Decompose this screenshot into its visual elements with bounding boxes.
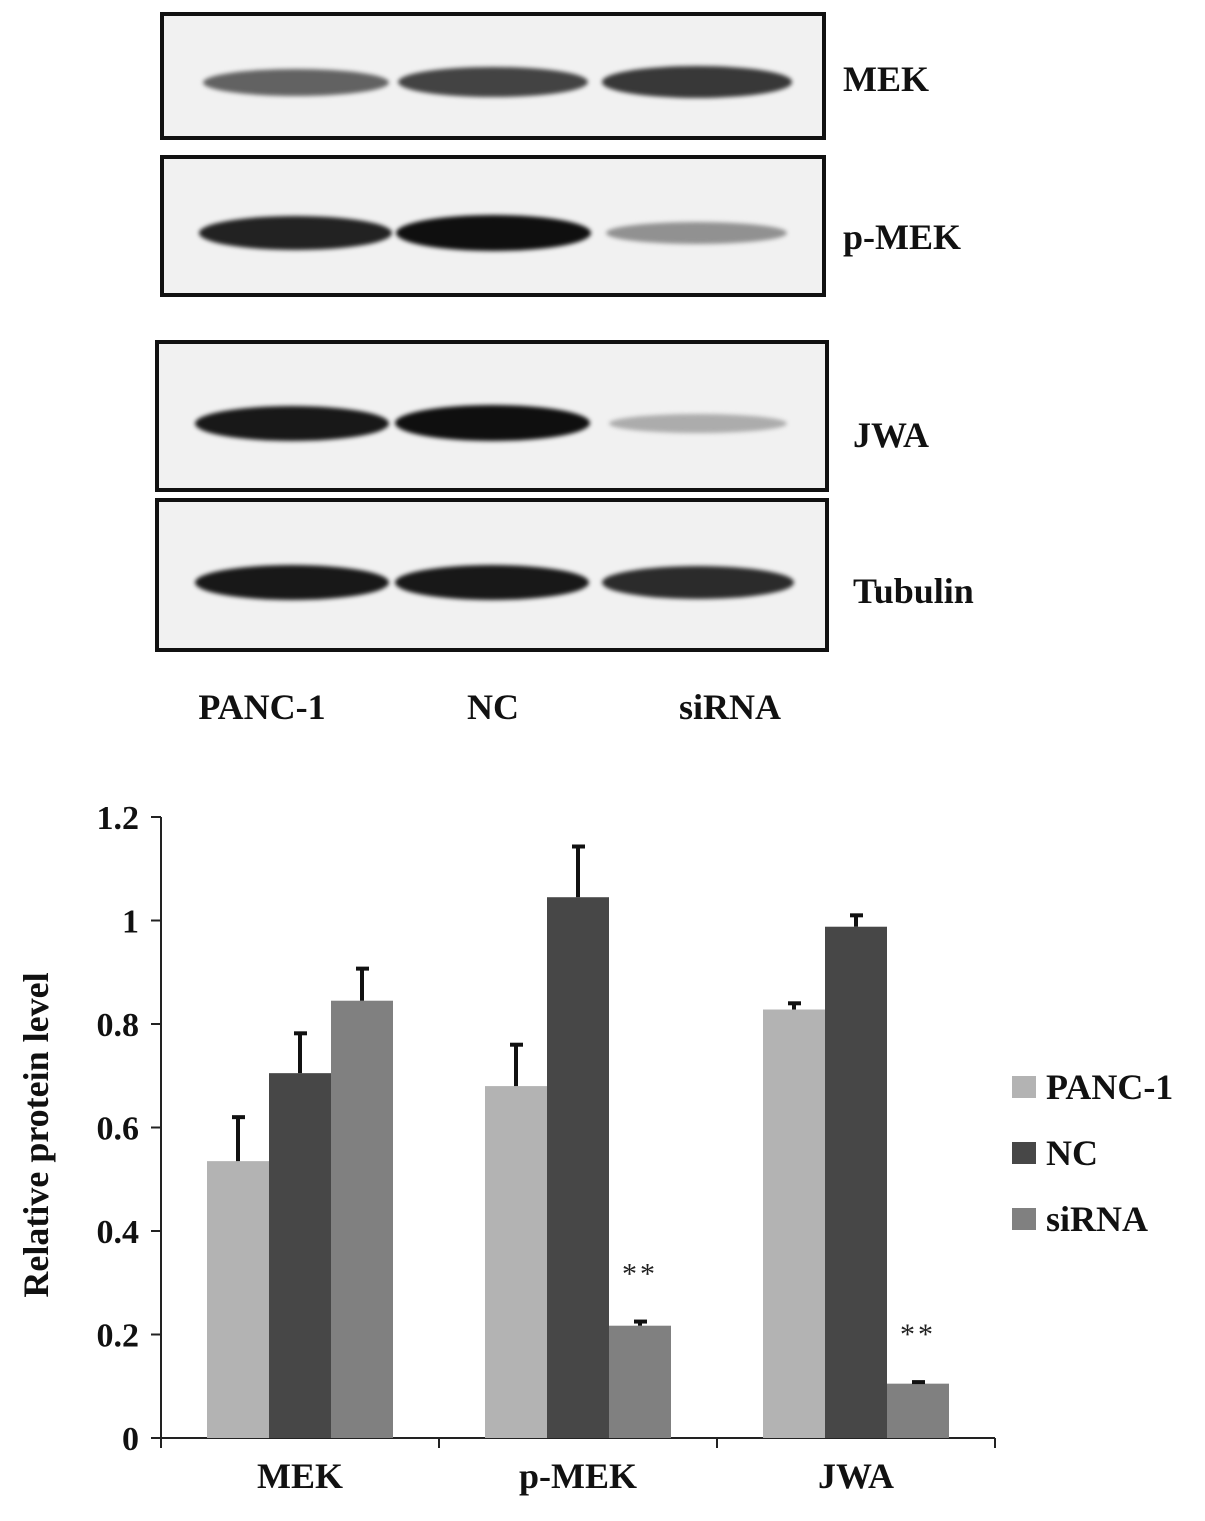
legend-swatch [1012, 1076, 1036, 1098]
blot-p-mek [160, 155, 826, 297]
y-tick-label: 1.2 [97, 800, 140, 837]
significance-marker: ** [622, 1258, 658, 1291]
band-p-mek-3 [606, 221, 788, 244]
lane-label-panc1: PANC-1 [198, 687, 326, 727]
blot-jwa [155, 340, 829, 492]
bar [207, 1161, 269, 1438]
band-tubulin-2 [395, 564, 589, 600]
blot-tubulin [155, 498, 829, 652]
y-tick-label: 0.8 [97, 1007, 140, 1044]
band-p-mek-1 [199, 215, 393, 250]
legend-swatch [1012, 1208, 1036, 1230]
lane-label-nc: NC [467, 687, 519, 727]
band-mek-2 [398, 66, 588, 98]
band-jwa-1 [195, 405, 390, 441]
y-tick-label: 0.6 [97, 1111, 140, 1148]
bar [485, 1086, 547, 1438]
x-category-label: MEK [257, 1456, 343, 1496]
legend-swatch [1012, 1142, 1036, 1164]
x-category-label: JWA [818, 1456, 894, 1496]
band-jwa-2 [394, 405, 590, 442]
y-tick-label: 0.2 [97, 1318, 140, 1355]
band-tubulin-3 [602, 565, 795, 599]
bar [547, 897, 609, 1438]
x-category-label: p-MEK [519, 1456, 637, 1496]
band-tubulin-1 [195, 564, 390, 600]
legend-label: siRNA [1046, 1199, 1148, 1239]
band-p-mek-2 [395, 214, 591, 251]
blot-label-mek: MEK [843, 59, 929, 99]
significance-marker: ** [900, 1318, 936, 1351]
band-jwa-3 [609, 413, 788, 433]
y-tick-label: 1 [122, 904, 139, 941]
legend-label: NC [1046, 1133, 1098, 1173]
blot-mek [160, 12, 826, 140]
y-tick-label: 0.4 [97, 1214, 140, 1251]
blot-label-tubulin: Tubulin [853, 571, 974, 611]
lane-label-sirna: siRNA [678, 687, 782, 727]
y-tick-label: 0 [122, 1421, 139, 1458]
band-mek-1 [202, 68, 389, 96]
blot-label-p-mek: p-MEK [843, 217, 962, 257]
bar [825, 926, 887, 1438]
bar [269, 1073, 331, 1438]
legend-label: PANC-1 [1046, 1067, 1173, 1107]
y-axis-label: Relative protein level [16, 972, 56, 1297]
bar [763, 1009, 825, 1438]
band-mek-3 [601, 66, 793, 98]
bar [887, 1383, 949, 1438]
bar [331, 1000, 393, 1438]
bar [609, 1325, 671, 1438]
blot-label-jwa: JWA [853, 415, 930, 455]
